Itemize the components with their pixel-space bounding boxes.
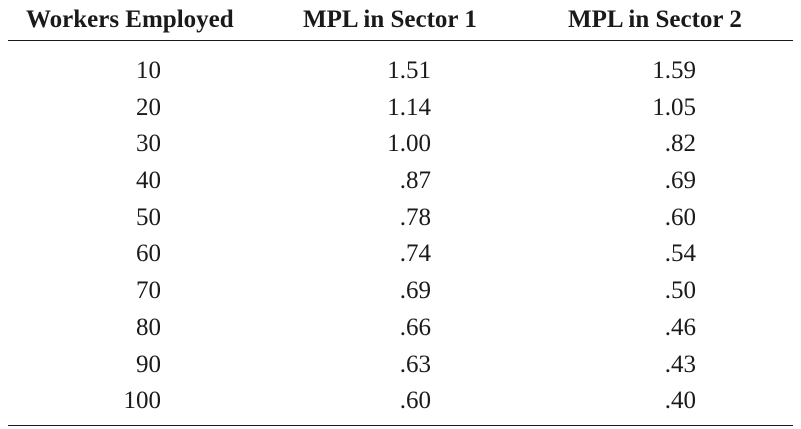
cell-workers: 30 [136, 130, 161, 158]
cell-workers: 10 [136, 57, 161, 84]
table-row: 100 .60 .40 [8, 383, 793, 420]
header-rule [8, 40, 793, 41]
cell-mpl-sector-2: .40 [664, 387, 696, 415]
cell-mpl-sector-2: .43 [664, 350, 696, 378]
table-row: 10 1.51 1.59 [8, 53, 793, 90]
table-row: 30 1.00 .82 [8, 126, 793, 163]
cell-mpl-sector-2: 1.59 [652, 57, 696, 84]
cell-workers: 50 [136, 203, 161, 231]
cell-workers: 100 [123, 387, 162, 415]
cell-workers: 20 [136, 93, 161, 121]
header-mpl-sector-2: MPL in Sector 2 [568, 6, 742, 33]
cell-mpl-sector-2: .50 [664, 277, 696, 305]
cell-mpl-sector-1: .74 [399, 240, 431, 268]
cell-mpl-sector-1: .60 [399, 387, 431, 415]
header-workers-employed: Workers Employed [26, 6, 234, 33]
cell-mpl-sector-2: .82 [664, 130, 696, 158]
cell-mpl-sector-1: 1.51 [387, 57, 431, 84]
table-row: 20 1.14 1.05 [8, 90, 793, 127]
header-mpl-sector-1: MPL in Sector 1 [303, 6, 477, 33]
cell-mpl-sector-2: .46 [664, 313, 696, 341]
table-row: 90 .63 .43 [8, 347, 793, 384]
table-row: 40 .87 .69 [8, 163, 793, 200]
cell-mpl-sector-1: .66 [399, 313, 431, 341]
cell-mpl-sector-2: .54 [664, 240, 696, 268]
table-row: 60 .74 .54 [8, 236, 793, 273]
cell-workers: 90 [136, 350, 161, 378]
cell-mpl-sector-1: .87 [399, 167, 431, 195]
cell-mpl-sector-2: .60 [664, 203, 696, 231]
cell-workers: 60 [136, 240, 161, 268]
cell-workers: 80 [136, 313, 161, 341]
cell-mpl-sector-1: .63 [399, 350, 431, 378]
cell-workers: 40 [136, 167, 161, 195]
table-row: 70 .69 .50 [8, 273, 793, 310]
cell-workers: 70 [136, 277, 161, 305]
cell-mpl-sector-1: 1.14 [387, 93, 431, 121]
cell-mpl-sector-1: 1.00 [387, 130, 431, 158]
cell-mpl-sector-2: 1.05 [652, 93, 696, 121]
table-row: 50 .78 .60 [8, 200, 793, 237]
cell-mpl-sector-1: .69 [399, 277, 431, 305]
footer-rule [8, 425, 793, 426]
table-row: 80 .66 .46 [8, 310, 793, 347]
cell-mpl-sector-1: .78 [399, 203, 431, 231]
cell-mpl-sector-2: .69 [664, 167, 696, 195]
table-body: 10 1.51 1.59 20 1.14 1.05 30 1.00 .82 40… [8, 53, 793, 420]
